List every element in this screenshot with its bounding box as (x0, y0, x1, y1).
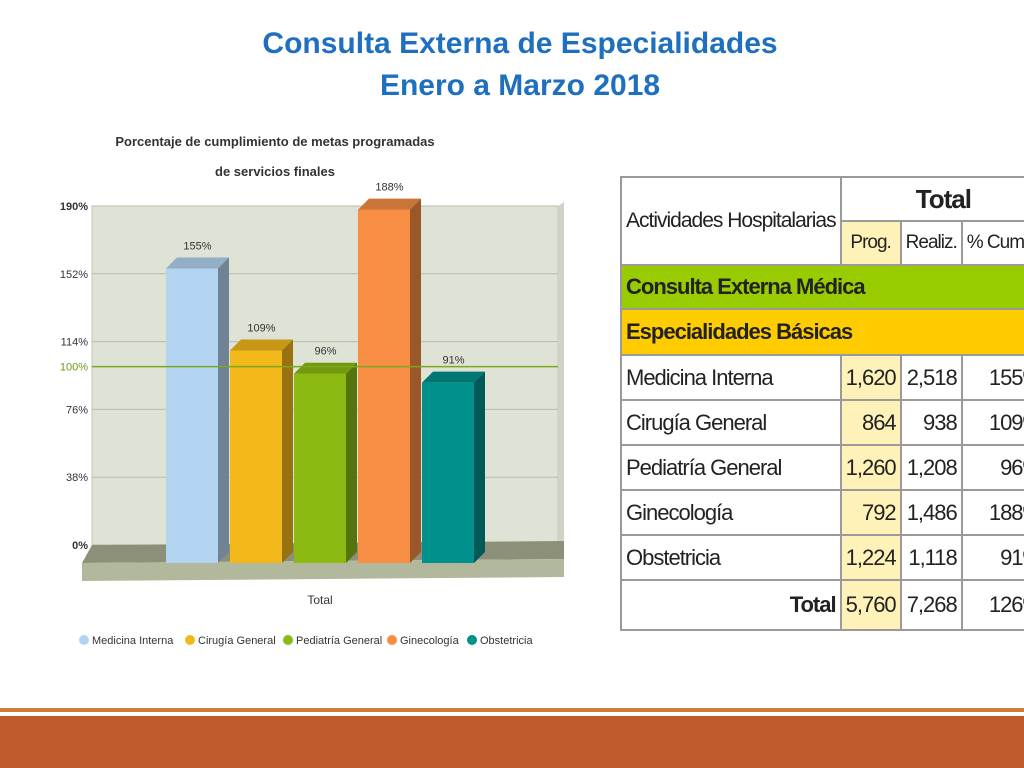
bar-side-3 (410, 198, 421, 563)
row-cumpl: 155% (960, 354, 1024, 401)
table-row: Obstetricia 1,224 1,118 91% (620, 534, 1024, 581)
y-tick-label: 76% (66, 404, 88, 416)
row-prog: 1,260 (839, 444, 902, 491)
row-realiz: 938 (899, 399, 963, 446)
row-realiz: 1,208 (899, 444, 963, 491)
bar-top-4 (422, 371, 485, 383)
bar-side-4 (474, 371, 485, 563)
legend-label-4: Obstetricia (480, 635, 533, 647)
row-prog: 864 (839, 399, 902, 446)
row-cumpl: 188% (960, 489, 1024, 536)
table-row: Pediatría General 1,260 1,208 96% (620, 444, 1024, 491)
bar-label-1: 109% (247, 323, 275, 335)
y-tick-label: 114% (61, 337, 89, 349)
header-realiz: Realiz. (899, 220, 963, 266)
bar-0 (166, 268, 218, 563)
section-especialidades: Especialidades Básicas (619, 308, 1024, 356)
total-cumpl: 126% (960, 579, 1024, 631)
row-name: Ginecología (620, 489, 842, 536)
bar-label-4: 91% (442, 355, 464, 367)
bar-label-3: 188% (375, 182, 403, 194)
bar-side-2 (346, 362, 357, 563)
y-tick-label: 152% (60, 269, 88, 281)
table-row: Ginecología 792 1,486 188% (620, 489, 1024, 536)
target-line-label: 100% (60, 362, 88, 374)
header-prog: Prog. (839, 220, 902, 266)
row-prog: 792 (839, 489, 902, 536)
legend-label-2: Pediatría General (296, 635, 382, 647)
table-row: Cirugía General 864 938 109% (620, 399, 1024, 446)
header-cumpl: % Cumpl. (960, 220, 1024, 266)
footer-band (0, 716, 1024, 768)
bar-side-0 (218, 257, 229, 563)
bar-1 (230, 350, 282, 563)
legend-swatch-0 (79, 635, 89, 645)
header-activities: Actividades Hospitalarias (620, 176, 842, 266)
legend-label-0: Medicina Interna (92, 635, 174, 647)
slide-title: Consulta Externa de Especialidades (262, 27, 778, 60)
legend-swatch-4 (467, 635, 477, 645)
legend-label-1: Cirugía General (198, 635, 276, 647)
section-consulta-externa: Consulta Externa Médica (619, 264, 1024, 310)
row-realiz: 2,518 (899, 354, 963, 401)
legend-label-3: Ginecología (400, 635, 460, 647)
legend-swatch-2 (283, 635, 293, 645)
total-prog: 5,760 (839, 579, 902, 631)
bar-2 (294, 373, 346, 563)
bar-chart: Porcentaje de cumplimiento de metas prog… (60, 134, 564, 647)
table-row: Medicina Interna 1,620 2,518 155% (620, 354, 1024, 401)
row-realiz: 1,486 (899, 489, 963, 536)
chart-floor-front (82, 559, 564, 581)
table-total-row: Total 5,760 7,268 126% (620, 579, 1024, 631)
bar-side-1 (282, 339, 293, 563)
row-name: Cirugía General (620, 399, 842, 446)
row-cumpl: 91% (960, 534, 1024, 581)
bar-label-0: 155% (183, 240, 211, 252)
x-axis-label: Total (307, 593, 332, 607)
header-total: Total (839, 176, 1024, 222)
bar-top-3 (358, 198, 421, 210)
row-cumpl: 109% (960, 399, 1024, 446)
row-prog: 1,224 (839, 534, 902, 581)
activities-table: Actividades Hospitalarias Total Prog. Re… (619, 176, 1024, 631)
bar-label-2: 96% (314, 346, 336, 358)
total-label: Total (620, 579, 842, 631)
y-tick-label: 38% (66, 472, 88, 484)
legend-swatch-1 (185, 635, 195, 645)
bar-top-0 (166, 257, 229, 269)
row-realiz: 1,118 (899, 534, 963, 581)
bar-top-1 (230, 339, 293, 351)
chart-title: Porcentaje de cumplimiento de metas prog… (115, 134, 434, 149)
bar-3 (358, 209, 410, 563)
row-prog: 1,620 (839, 354, 902, 401)
slide-subtitle: Enero a Marzo 2018 (379, 69, 661, 102)
plot-side-wall (558, 202, 564, 545)
total-realiz: 7,268 (899, 579, 963, 631)
footer-accent-line (0, 708, 1024, 712)
y-tick-label: 190% (60, 201, 88, 213)
row-cumpl: 96% (960, 444, 1024, 491)
legend-swatch-3 (387, 635, 397, 645)
bar-top-2 (294, 362, 357, 374)
y-tick-label: 0% (72, 540, 88, 552)
row-name: Obstetricia (620, 534, 842, 581)
row-name: Pediatría General (620, 444, 842, 491)
chart-subtitle: de servicios finales (215, 164, 335, 179)
row-name: Medicina Interna (620, 354, 842, 401)
bar-4 (422, 382, 474, 563)
